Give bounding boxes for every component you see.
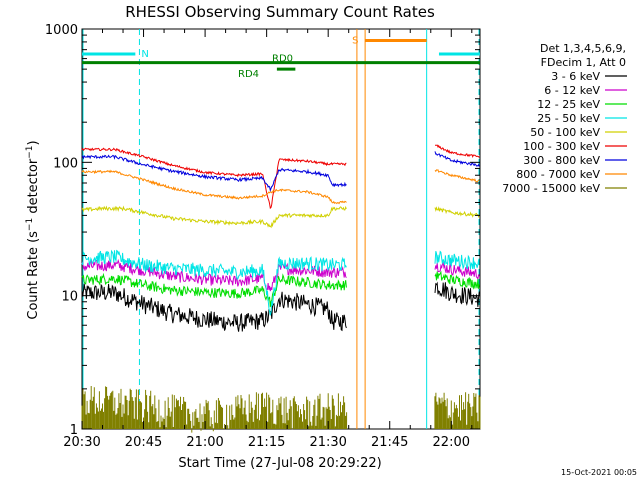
legend: Det 1,3,4,5,6,9, FDecim 1, Att 0 3 - 6 k… (502, 42, 627, 195)
legend-entry-label-2: 12 - 25 keV (537, 98, 600, 111)
legend-entry-label-5: 100 - 300 keV (523, 140, 600, 153)
x-tick-label-5: 21:45 (371, 435, 408, 450)
y-tick-label-1: 10 (61, 290, 78, 305)
vertical-markers (82, 29, 480, 429)
y-tick-label-2: 100 (53, 156, 78, 171)
legend-entry-label-1: 6 - 12 keV (544, 84, 600, 97)
legend-header-1: Det 1,3,4,5,6,9, (540, 42, 626, 55)
series-line-5 (81, 144, 480, 210)
annotations: N S RD0 RD4 (82, 35, 480, 80)
y-tick-label-0: 1 (70, 423, 78, 438)
legend-entry-label-0: 3 - 6 keV (551, 70, 600, 83)
legend-entry-label-7: 800 - 7000 keV (516, 168, 600, 181)
series-line-0 (81, 281, 480, 332)
series-line-3 (81, 249, 480, 316)
annotation-label-n: N (141, 49, 148, 60)
x-tick-label-3: 21:15 (248, 435, 285, 450)
series-line-4 (81, 205, 480, 229)
legend-entry-label-6: 300 - 800 keV (523, 154, 600, 167)
series-line-1 (81, 258, 480, 292)
x-tick-label-6: 22:00 (433, 435, 470, 450)
legend-entry-label-8: 7000 - 15000 keV (502, 182, 600, 195)
x-tick-label-4: 21:30 (309, 435, 346, 450)
series-line-6 (81, 151, 480, 193)
series-lines (81, 144, 481, 433)
legend-header-2: FDecim 1, Att 0 (541, 56, 626, 69)
x-tick-label-1: 20:45 (125, 435, 162, 450)
plot-frame (81, 28, 481, 430)
series-line-2 (81, 270, 480, 308)
legend-entry-label-4: 50 - 100 keV (530, 126, 600, 139)
annotation-label-rd0: RD0 (272, 54, 293, 65)
footer-timestamp: 15-Oct-2021 00:05 (561, 468, 637, 477)
annotation-label-rd4: RD4 (238, 69, 259, 80)
axis-ticks: 20:30 20:45 21:00 21:15 21:30 21:45 22:00 1 10 10… (45, 23, 480, 450)
x-tick-label-2: 21:00 (186, 435, 223, 450)
chart-title: RHESSI Observing Summary Count Rates (125, 3, 435, 21)
series-line-8 (81, 386, 481, 433)
y-tick-label-3: 1000 (45, 23, 78, 38)
annotation-label-s: S (352, 35, 358, 46)
legend-entry-label-3: 25 - 50 keV (537, 112, 600, 125)
y-axis-label: Count Rate (s−1 detector−1) (25, 140, 41, 319)
series-line-7 (81, 169, 480, 205)
x-tick-label-0: 20:30 (63, 435, 100, 450)
x-axis-label: Start Time (27-Jul-08 20:29:22) (178, 456, 381, 471)
